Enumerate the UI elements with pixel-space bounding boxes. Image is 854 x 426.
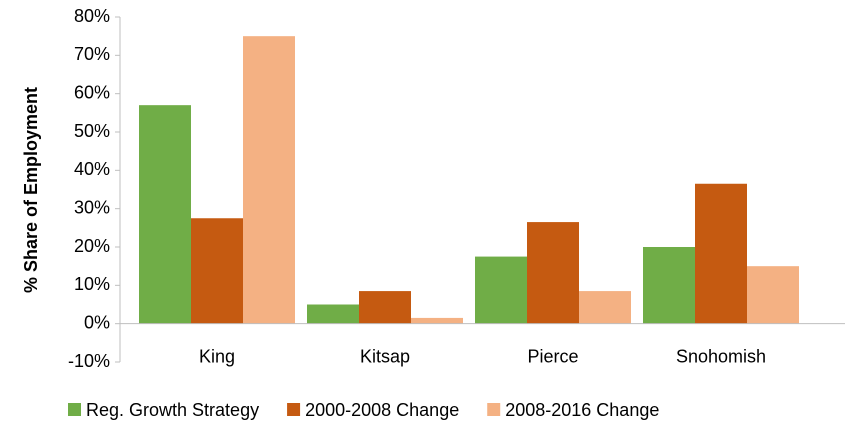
- y-axis-label: % Share of Employment: [21, 87, 41, 293]
- x-tick-label: King: [199, 346, 235, 366]
- legend-label: Reg. Growth Strategy: [86, 400, 259, 420]
- y-tick-label: 30%: [74, 197, 110, 217]
- bar: [307, 304, 359, 324]
- y-tick-label: 70%: [74, 44, 110, 64]
- bar: [243, 36, 295, 324]
- bar: [359, 291, 411, 324]
- legend-label: 2000-2008 Change: [305, 400, 459, 420]
- bar: [747, 266, 799, 324]
- bar: [695, 183, 747, 324]
- y-tick-label: 50%: [74, 121, 110, 141]
- bar: [527, 222, 579, 324]
- legend-swatch: [487, 403, 501, 416]
- bar: [191, 218, 243, 324]
- y-tick-label: 0%: [84, 312, 110, 332]
- y-tick-label: 40%: [74, 159, 110, 179]
- y-tick-label: 60%: [74, 82, 110, 102]
- y-tick-label: -10%: [68, 351, 110, 371]
- legend-swatch: [68, 403, 81, 416]
- bar: [139, 105, 191, 324]
- x-tick-label: Kitsap: [360, 346, 410, 366]
- bar: [643, 247, 695, 324]
- y-tick-label: 80%: [74, 6, 110, 26]
- bar: [579, 291, 631, 324]
- y-tick-label: 20%: [74, 236, 110, 256]
- x-tick-label: Pierce: [527, 346, 578, 366]
- bar: [411, 317, 463, 324]
- bar: [475, 256, 527, 324]
- legend-label: 2008-2016 Change: [505, 400, 659, 420]
- legend-swatch: [287, 403, 301, 416]
- y-tick-label: 10%: [74, 274, 110, 294]
- x-tick-label: Snohomish: [676, 346, 766, 366]
